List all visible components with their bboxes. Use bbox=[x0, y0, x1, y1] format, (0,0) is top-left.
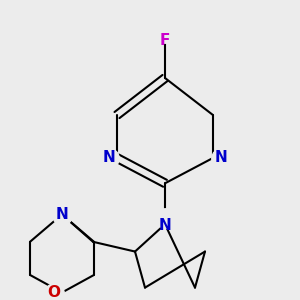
Text: N: N bbox=[103, 151, 116, 166]
Text: N: N bbox=[214, 151, 227, 166]
Text: N: N bbox=[56, 207, 68, 222]
Text: O: O bbox=[47, 285, 61, 300]
Text: N: N bbox=[159, 218, 171, 233]
Text: F: F bbox=[160, 33, 170, 48]
